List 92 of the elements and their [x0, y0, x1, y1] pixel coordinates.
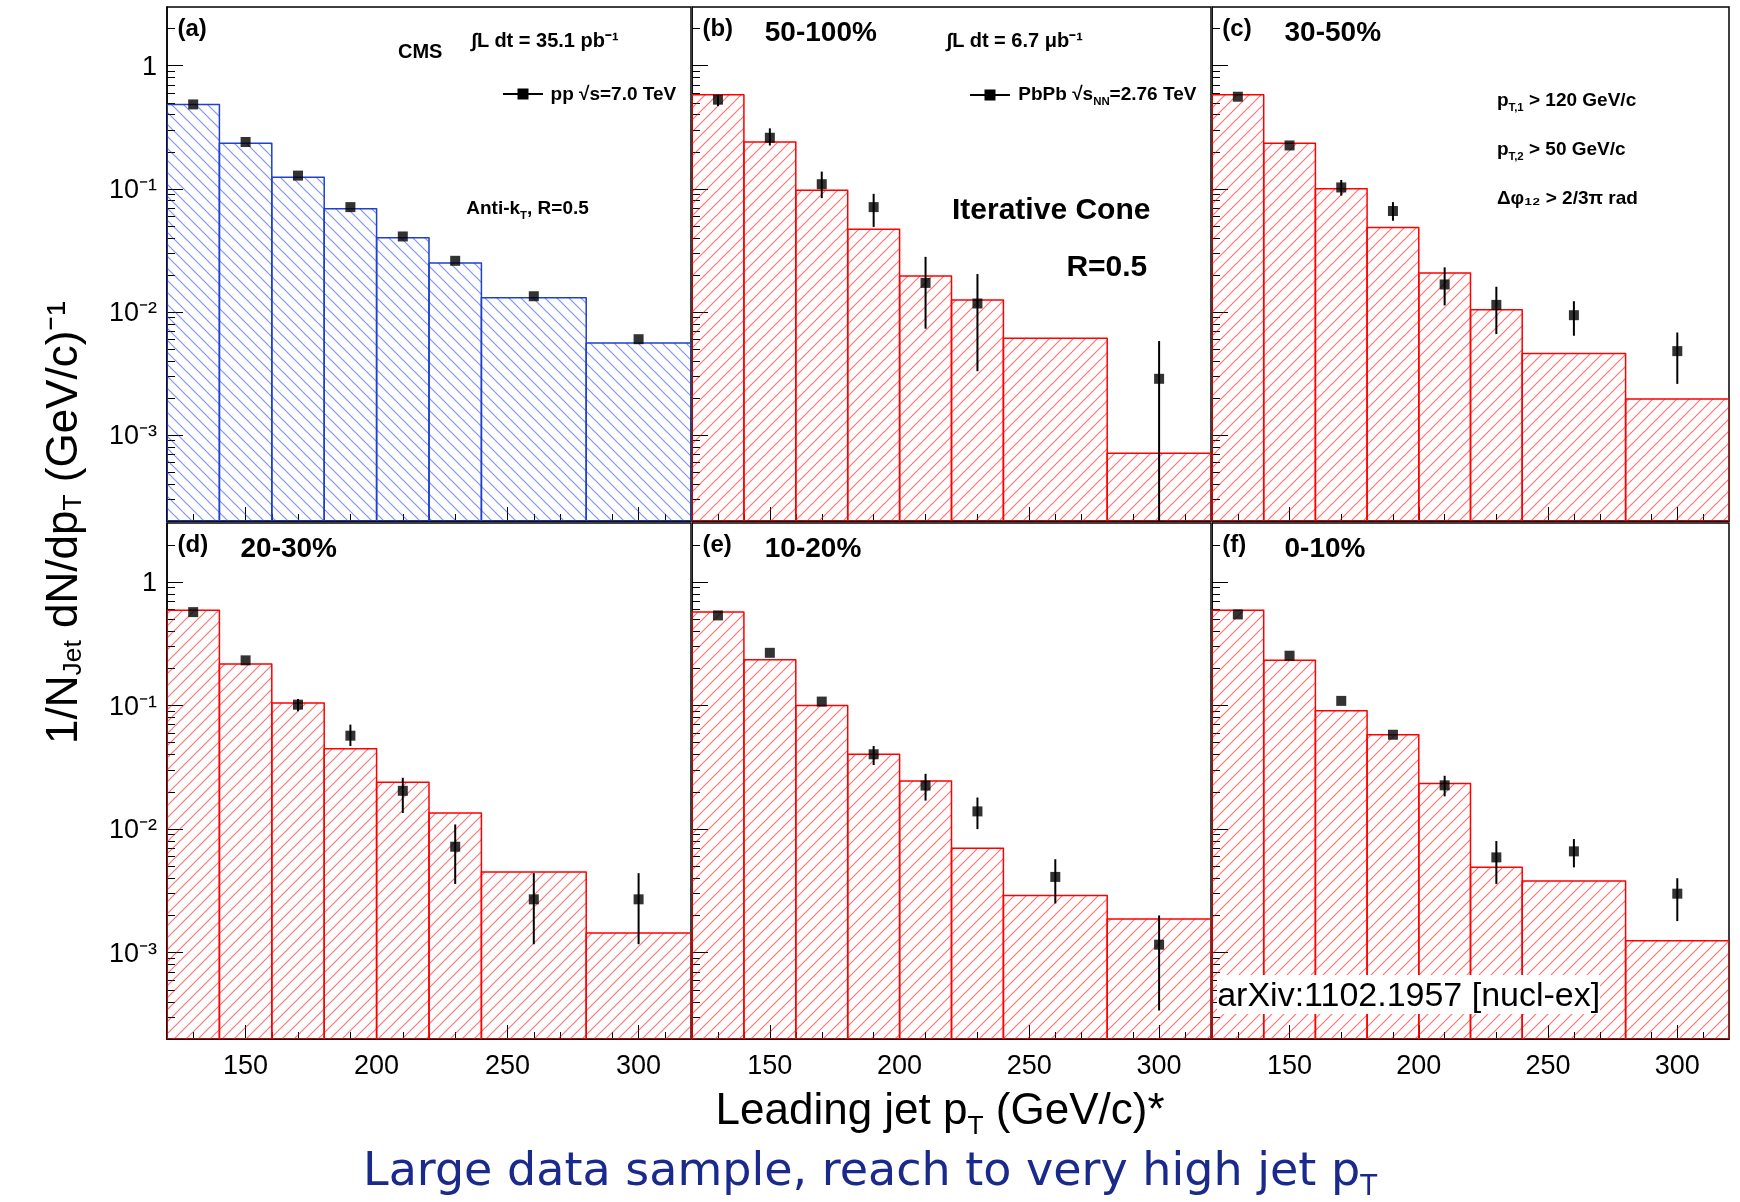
point: [712, 94, 723, 105]
point: [397, 231, 408, 242]
point: [1672, 346, 1683, 357]
point: [528, 291, 539, 302]
annotation: 30-50%: [1284, 16, 1382, 49]
annotation: ∫L dt = 35.1 pb⁻¹: [471, 29, 619, 53]
point: [1284, 140, 1295, 151]
annotation: Δφ₁₂ > 2/3π rad: [1496, 186, 1638, 209]
point: [1439, 780, 1450, 791]
point: [450, 255, 461, 266]
point: [1568, 846, 1579, 857]
annotation: (b): [702, 13, 734, 42]
point: [293, 699, 303, 710]
text: Large data sample, reach to very high jet p$_{T}$: [363, 1141, 1378, 1202]
point: [188, 607, 199, 618]
annotation: Anti-k$_{T}$, R=0.5: [466, 196, 589, 222]
x-tick-label: 200: [354, 1049, 400, 1080]
point: [188, 99, 199, 110]
point: [240, 137, 251, 148]
annotation: Iterative Cone: [952, 191, 1151, 227]
annotation: p$_{T,2}$ > 50 GeV/c: [1496, 137, 1626, 163]
x-tick-label: 300: [1136, 1049, 1182, 1080]
point: [1232, 609, 1243, 620]
point: [293, 170, 303, 181]
point: [1491, 852, 1502, 863]
x-tick-label: 150: [1267, 1049, 1313, 1080]
point: [345, 730, 356, 741]
point: [972, 806, 983, 817]
point: [764, 132, 775, 143]
annotation: 10-20%: [764, 532, 862, 565]
x-axis-title: Leading jet p$_{T}$ (GeV/c)*: [715, 1084, 1165, 1141]
point: [1154, 373, 1165, 384]
y-tick-label: 1: [141, 50, 157, 81]
point: [240, 655, 251, 666]
y-tick-label: 1: [141, 566, 157, 597]
point: [868, 202, 879, 213]
y-tick-label: 10⁻¹: [108, 690, 157, 721]
x-tick-label: 300: [616, 1049, 662, 1080]
point: [816, 179, 827, 190]
point: [1491, 299, 1502, 310]
point: [397, 785, 408, 796]
x-tick-label: 150: [223, 1049, 269, 1080]
point: [868, 749, 879, 760]
annotation: arXiv:1102.1957 [nucl-ex]: [1217, 975, 1601, 1015]
annotation: p$_{T,1}$ > 120 GeV/c: [1496, 88, 1637, 114]
point: [633, 894, 644, 905]
point: [1050, 871, 1061, 882]
annotation: (a): [177, 13, 207, 42]
point: [920, 277, 931, 288]
point: [972, 298, 983, 309]
x-tick-label: 300: [1654, 1049, 1700, 1080]
y-tick-label: 10⁻³: [108, 419, 157, 450]
point: [816, 696, 827, 707]
legend-label: pp √s=7.0 TeV: [550, 83, 677, 106]
point: [1336, 695, 1347, 706]
y-tick-label: 10⁻³: [108, 937, 157, 968]
annotation: (d): [177, 529, 209, 558]
point: [712, 610, 723, 621]
annotation: 20-30%: [240, 532, 338, 565]
point: [1154, 939, 1165, 950]
y-tick-label: 10⁻²: [108, 814, 157, 845]
point: [1336, 182, 1347, 193]
point: [633, 334, 644, 345]
point: [528, 894, 539, 905]
point: [450, 841, 461, 852]
annotation: 0-10%: [1284, 532, 1366, 565]
annotation: (c): [1222, 13, 1252, 42]
y-tick-label: 10⁻²: [108, 296, 157, 327]
annotation: (e): [702, 529, 732, 558]
point: [1568, 310, 1579, 321]
annotation: 50-100%: [764, 16, 877, 49]
point: [1387, 729, 1398, 740]
x-tick-label: 250: [1525, 1049, 1571, 1080]
annotation: (f): [1222, 529, 1247, 558]
point: [920, 780, 931, 791]
annotation: R=0.5: [1066, 248, 1148, 284]
point: [764, 647, 775, 658]
annotation: ∫L dt = 6.7 μb⁻¹: [946, 29, 1083, 53]
point: [1232, 91, 1243, 102]
legend-label: PbPb √s$_{NN}$=2.76 TeV: [1018, 83, 1197, 108]
x-tick-label: 200: [877, 1049, 923, 1080]
point: [345, 202, 356, 213]
y-tick-label: 10⁻¹: [108, 173, 157, 204]
point: [1439, 279, 1450, 290]
point: [1387, 206, 1398, 217]
x-tick-label: 150: [747, 1049, 793, 1080]
point: [1284, 650, 1295, 661]
point: [1672, 888, 1683, 899]
x-tick-label: 250: [1006, 1049, 1052, 1080]
x-tick-label: 250: [485, 1049, 531, 1080]
x-tick-label: 200: [1396, 1049, 1442, 1080]
annotation: CMS: [398, 39, 443, 63]
